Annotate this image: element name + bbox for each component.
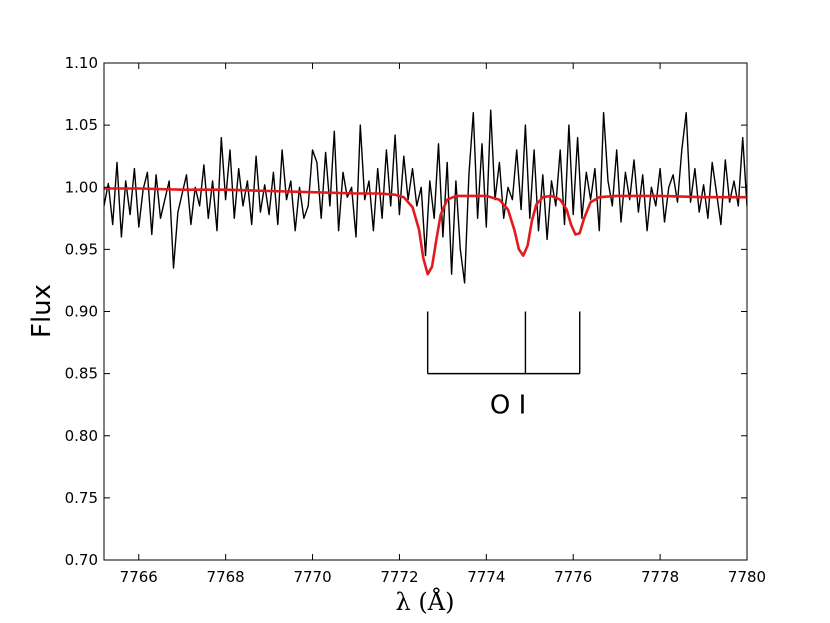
x-tick-label: 7772 — [380, 568, 418, 586]
y-tick-label: 1.00 — [65, 178, 98, 196]
model-fit-line — [104, 187, 747, 276]
observed-spectrum-line — [104, 109, 747, 284]
x-tick-label: 7770 — [293, 568, 331, 586]
y-tick-label: 0.70 — [65, 551, 98, 569]
oi-label: O I — [490, 390, 526, 420]
x-tick-label: 7776 — [554, 568, 592, 586]
x-tick-label: 7780 — [728, 568, 766, 586]
y-tick-label: 0.75 — [65, 489, 98, 507]
y-tick-label: 0.90 — [65, 303, 98, 321]
plot-frame — [103, 62, 748, 561]
x-tick-label: 7774 — [467, 568, 505, 586]
y-tick-label: 1.05 — [65, 116, 98, 134]
y-tick-label: 0.95 — [65, 240, 98, 258]
y-tick-label: 0.80 — [65, 427, 98, 445]
y-tick-label: 0.85 — [65, 365, 98, 383]
ticks: 7766 7768 7770 7772 7774 7776 7778 7780 0.70 0.75… — [65, 54, 767, 586]
x-axis-title: λ (Å) — [396, 587, 455, 616]
x-tick-label: 7766 — [120, 568, 158, 586]
series — [104, 109, 747, 284]
x-tick-label: 7778 — [641, 568, 679, 586]
y-axis-title: Flux — [27, 284, 57, 338]
line-id-annotation: O I — [426, 311, 581, 420]
y-tick-label: 1.10 — [65, 54, 98, 72]
x-tick-label: 7768 — [207, 568, 245, 586]
